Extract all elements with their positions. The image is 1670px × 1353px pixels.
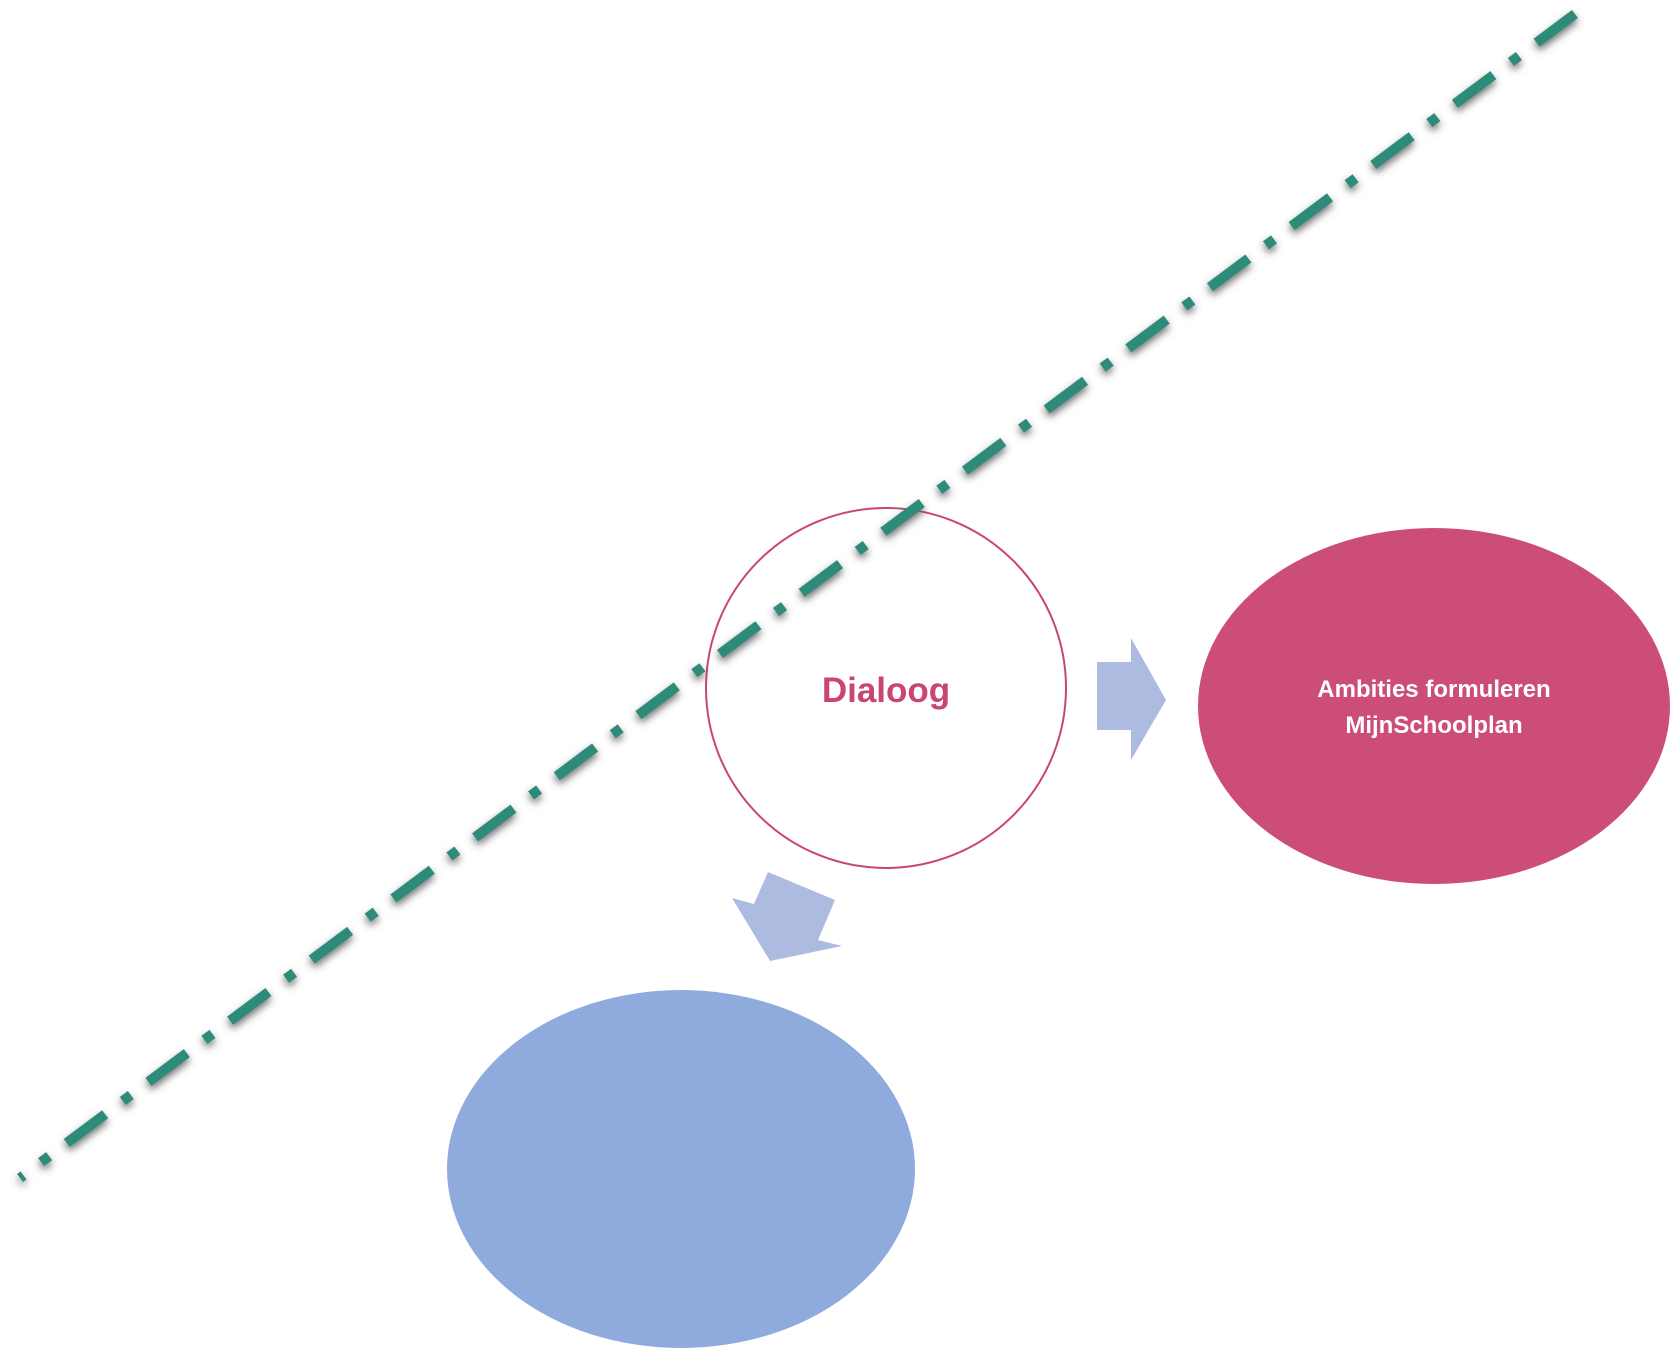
ambities-node-label-line1: Ambities formuleren — [1317, 676, 1550, 703]
ambities-node — [1198, 528, 1670, 884]
down-left-arrow-icon — [732, 872, 842, 961]
bottom-node — [447, 990, 915, 1348]
right-arrow-icon — [1097, 638, 1166, 760]
dialoog-node — [705, 507, 1067, 869]
dialoog-node-label: Dialoog — [822, 671, 950, 710]
dash-dot-divider-line — [17, 9, 1578, 1183]
ambities-node-label-line2: MijnSchoolplan — [1345, 712, 1522, 739]
